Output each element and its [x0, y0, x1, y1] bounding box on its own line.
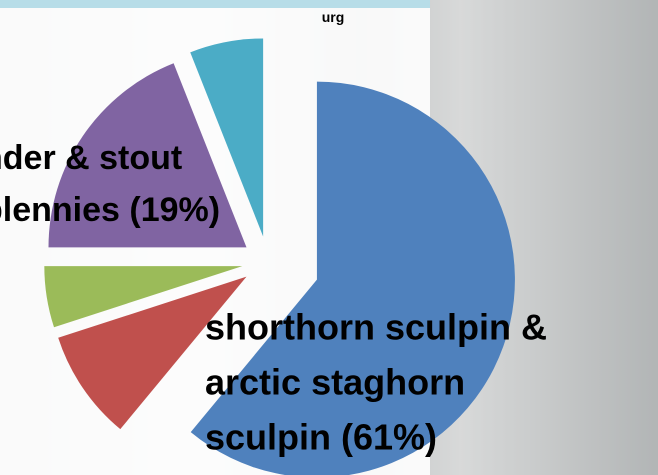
slice-label: arctic staghorn: [205, 362, 465, 403]
slice-label: nder & stout: [0, 139, 182, 177]
slice-label: blennies (19%): [0, 191, 220, 229]
annotation: urg: [322, 9, 345, 25]
chart: urg shorthorn sculpin & arctic staghorn sc…: [0, 0, 658, 475]
top-strip: [0, 0, 430, 8]
screenshot: urg shorthorn sculpin & arctic staghorn sc…: [0, 0, 658, 475]
slice-label: shorthorn sculpin &: [205, 307, 547, 348]
slice-label: sculpin (61%): [205, 417, 437, 458]
